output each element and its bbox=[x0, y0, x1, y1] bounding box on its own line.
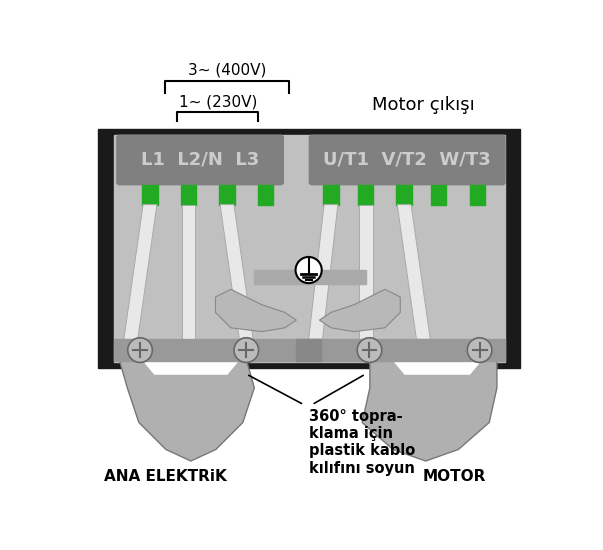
Polygon shape bbox=[143, 361, 239, 375]
Circle shape bbox=[467, 338, 492, 362]
Text: L1  L2/N  L3: L1 L2/N L3 bbox=[141, 151, 259, 169]
Bar bbox=[114, 339, 505, 361]
Bar bbox=[142, 185, 158, 205]
FancyBboxPatch shape bbox=[116, 135, 284, 185]
Bar bbox=[431, 185, 446, 205]
Text: Motor çıkışı: Motor çıkışı bbox=[372, 96, 475, 113]
Text: U/T1  V/T2  W/T3: U/T1 V/T2 W/T3 bbox=[323, 151, 491, 169]
Polygon shape bbox=[320, 289, 400, 332]
Bar bbox=[254, 270, 365, 284]
Text: ANA ELEKTRiK: ANA ELEKTRiK bbox=[104, 469, 227, 484]
Polygon shape bbox=[124, 205, 157, 339]
FancyBboxPatch shape bbox=[309, 135, 506, 185]
Bar bbox=[323, 185, 339, 205]
Circle shape bbox=[234, 338, 259, 362]
Circle shape bbox=[295, 257, 322, 283]
Text: 360° topra-
klama için
plastik kablo
kılıfını soyun: 360° topra- klama için plastik kablo kıl… bbox=[309, 409, 415, 476]
Text: 3~ (400V): 3~ (400V) bbox=[188, 63, 266, 78]
Bar bbox=[470, 185, 485, 205]
Circle shape bbox=[357, 338, 382, 362]
Bar bbox=[396, 185, 412, 205]
Polygon shape bbox=[397, 205, 431, 339]
Bar bbox=[98, 129, 520, 368]
Bar bbox=[219, 185, 235, 205]
Polygon shape bbox=[393, 361, 482, 375]
Polygon shape bbox=[215, 289, 296, 332]
Bar bbox=[296, 339, 321, 361]
Text: MOTOR: MOTOR bbox=[423, 469, 486, 484]
Polygon shape bbox=[119, 361, 254, 461]
Circle shape bbox=[128, 338, 153, 362]
Polygon shape bbox=[220, 205, 253, 339]
Bar bbox=[358, 185, 373, 205]
Polygon shape bbox=[362, 361, 497, 461]
Polygon shape bbox=[359, 205, 373, 339]
Polygon shape bbox=[182, 205, 195, 339]
Bar bbox=[258, 185, 273, 205]
Text: 1~ (230V): 1~ (230V) bbox=[179, 94, 257, 109]
Polygon shape bbox=[309, 205, 338, 339]
Bar bbox=[181, 185, 196, 205]
Bar bbox=[114, 135, 505, 362]
